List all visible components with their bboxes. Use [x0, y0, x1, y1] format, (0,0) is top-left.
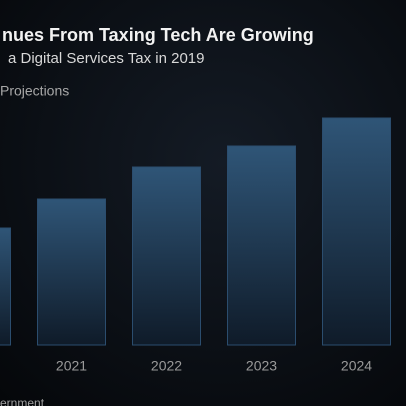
bar: [132, 166, 201, 346]
bar: [37, 198, 106, 346]
x-tick-label: 2022: [151, 358, 182, 374]
bar: [0, 227, 11, 346]
x-tick-label: 2021: [56, 358, 87, 374]
source: ernment: [0, 396, 45, 406]
chart-title: nues From Taxing Tech Are Growing: [2, 25, 314, 45]
x-tick-label: 2023: [246, 358, 277, 374]
bar: [227, 145, 296, 346]
annotation: Projections: [0, 83, 69, 99]
bar: [322, 117, 391, 346]
x-tick-label: 2024: [341, 358, 372, 374]
chart-subtitle: a Digital Services Tax in 2019: [8, 50, 205, 67]
